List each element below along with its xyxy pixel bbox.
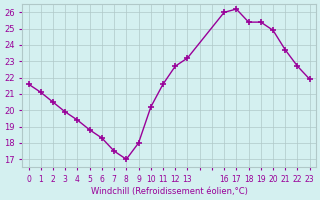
X-axis label: Windchill (Refroidissement éolien,°C): Windchill (Refroidissement éolien,°C) <box>91 187 248 196</box>
